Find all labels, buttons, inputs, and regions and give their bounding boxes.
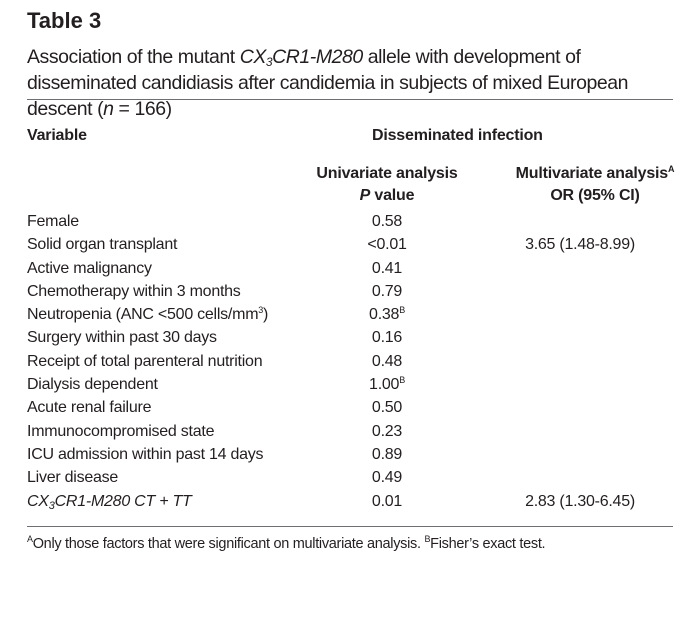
header-multivariate-text: Multivariate analysis	[515, 165, 669, 182]
table-row: Solid organ transplant <0.01 3.65 (1.48-…	[0, 234, 700, 257]
footnote-sup-b: B	[424, 534, 431, 544]
cell-variable: Dialysis dependent	[27, 376, 158, 394]
table-row: Immunocompromised state 0.23	[0, 421, 700, 444]
table-row: Acute renal failure 0.50	[0, 397, 700, 420]
header-univariate: Univariate analysis P value	[300, 163, 474, 207]
header-multivariate-line1: Multivariate analysisA	[500, 163, 690, 185]
cell-univariate: 0.41	[371, 259, 403, 277]
table-body: Female 0.58 Solid organ transplant <0.01…	[0, 211, 700, 514]
caption-text-3: = 166)	[113, 98, 173, 120]
cell-variable: Surgery within past 30 days	[27, 329, 217, 347]
header-value-text: value	[370, 187, 415, 204]
cell-variable: Acute renal failure	[27, 399, 152, 417]
table-title: Table 3	[27, 8, 102, 33]
header-variable: Variable	[27, 127, 87, 144]
table-row: Female 0.58	[0, 211, 700, 234]
cell-gene-sub: 3	[48, 499, 55, 512]
header-p-italic: P	[359, 187, 371, 204]
cell-univariate: 0.49	[371, 469, 403, 487]
cell-univariate-value: 0.38	[369, 306, 400, 324]
table-row: Liver disease 0.49	[0, 467, 700, 490]
cell-univariate: 0.01	[371, 492, 403, 510]
header-multivariate-line2: OR (95% CI)	[550, 187, 640, 204]
cell-multivariate: 2.83 (1.30-6.45)	[525, 492, 635, 510]
header-multivariate-sup: A	[668, 164, 675, 174]
cell-multivariate: 3.65 (1.48-8.99)	[525, 236, 635, 254]
cell-variable-close: )	[263, 306, 269, 324]
cell-variable-sup: 3	[258, 305, 264, 316]
cell-univariate: 0.23	[371, 422, 403, 440]
cell-univariate: 1.00B	[300, 376, 474, 394]
cell-gene-b: CR1-M280 CT + TT	[54, 492, 192, 510]
cell-variable: Immunocompromised state	[27, 422, 215, 440]
cell-univariate: 0.50	[371, 399, 403, 417]
cell-variable-gene: CX3CR1-M280 CT + TT	[27, 492, 192, 512]
cell-univariate-value: 1.00	[369, 376, 400, 394]
cell-variable: Receipt of total parenteral nutrition	[27, 352, 263, 370]
cell-univariate: 0.38B	[300, 306, 474, 324]
top-rule	[27, 99, 673, 100]
cell-variable: ICU admission within past 14 days	[27, 445, 264, 463]
header-univariate-line2: P value	[300, 185, 474, 207]
header-multivariate: Multivariate analysisA OR (95% CI)	[500, 163, 690, 207]
cell-variable: Female	[27, 213, 79, 230]
cell-variable: Solid organ transplant	[27, 236, 178, 254]
cell-univariate: 0.58	[371, 213, 403, 230]
header-univariate-line1: Univariate analysis	[316, 165, 458, 182]
cell-univariate: 0.16	[371, 329, 403, 347]
cell-variable: Liver disease	[27, 469, 119, 487]
cell-variable: Chemotherapy within 3 months	[27, 282, 241, 300]
header-disseminated-infection: Disseminated infection	[372, 127, 543, 144]
table-row: Receipt of total parenteral nutrition 0.…	[0, 351, 700, 374]
caption-gene-b: CR1-M280	[272, 46, 363, 68]
cell-univariate: 0.89	[371, 445, 403, 463]
table-row: Active malignancy 0.41	[0, 258, 700, 281]
caption-n-label: n	[103, 98, 114, 120]
cell-variable: Neutropenia (ANC <500 cells/mm3)	[27, 306, 268, 324]
footnote-sup-a: A	[27, 534, 33, 544]
table-caption: Association of the mutant CX3CR1-M280 al…	[27, 44, 677, 122]
cell-univariate: 0.79	[371, 282, 403, 300]
caption-text-1: Association of the mutant	[27, 46, 240, 68]
cell-univariate: 0.48	[371, 352, 403, 370]
table-row: Neutropenia (ANC <500 cells/mm3) 0.38B	[0, 304, 700, 327]
cell-univariate-sup: B	[399, 305, 405, 316]
cell-gene-a: CX	[27, 492, 49, 510]
cell-variable: CX3CR1-M280 CT + TT	[27, 492, 192, 512]
footnote-text-b: Fisher’s exact test.	[430, 536, 546, 552]
table-row: Chemotherapy within 3 months 0.79	[0, 281, 700, 304]
table-footnote: AOnly those factors that were significan…	[27, 534, 687, 553]
cell-variable: Active malignancy	[27, 259, 152, 277]
caption-text-2: allele with development of disseminated …	[27, 46, 629, 120]
table-row: CX3CR1-M280 CT + TT 0.01 2.83 (1.30-6.45…	[0, 491, 700, 514]
table-row: Surgery within past 30 days 0.16	[0, 327, 700, 350]
caption-gene-a: CX	[239, 46, 267, 68]
footnote-text-a: Only those factors that were significant…	[32, 536, 425, 552]
bottom-rule	[27, 526, 673, 527]
cell-variable-text: Neutropenia (ANC <500 cells/mm	[27, 306, 259, 324]
table-row: Dialysis dependent 1.00B	[0, 374, 700, 397]
table-row: ICU admission within past 14 days 0.89	[0, 444, 700, 467]
caption-gene: CX3CR1-M280	[239, 46, 364, 69]
caption-gene-sub: 3	[265, 55, 273, 69]
cell-univariate: <0.01	[367, 236, 407, 254]
cell-univariate-sup: B	[399, 375, 405, 386]
